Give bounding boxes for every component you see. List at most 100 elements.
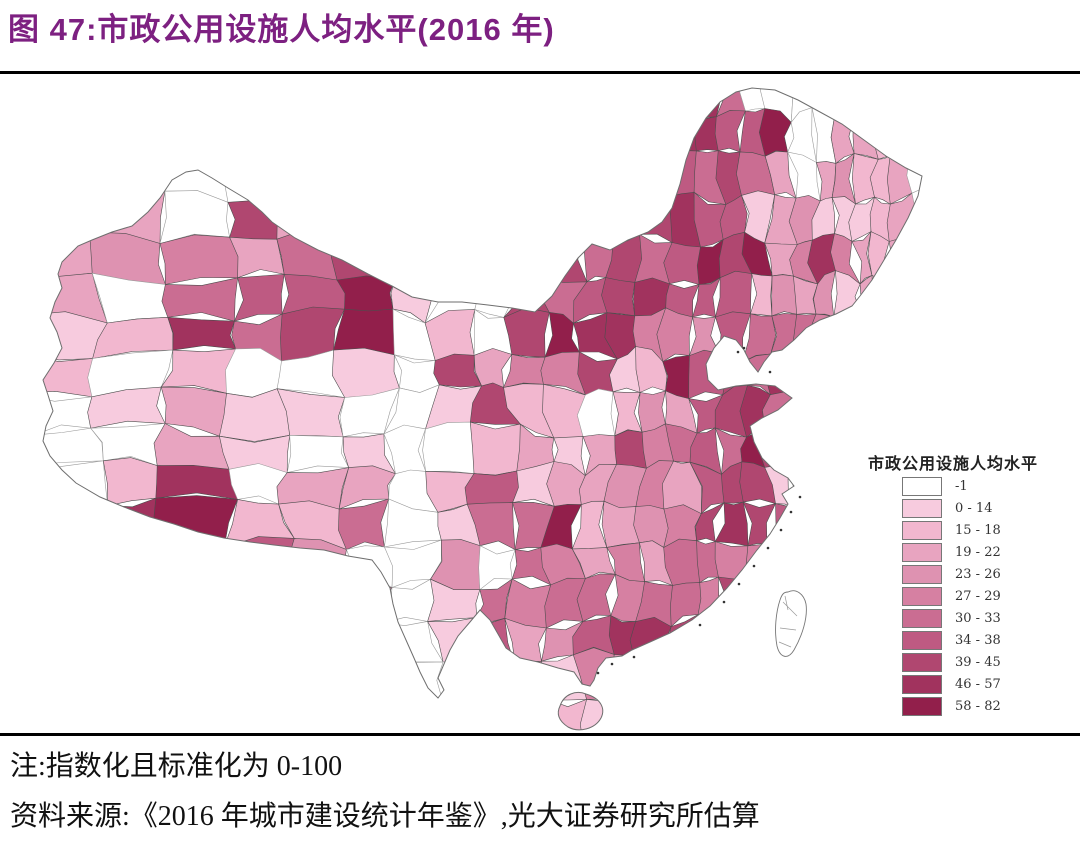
coastal-islets xyxy=(596,346,802,675)
prefecture-cell xyxy=(161,611,234,664)
prefecture-cell xyxy=(391,88,431,120)
prefecture-cell xyxy=(43,150,107,207)
legend-swatch xyxy=(902,564,942,584)
prefecture-cell xyxy=(834,387,859,431)
prefecture-cell xyxy=(87,611,174,667)
prefecture-cell xyxy=(740,651,780,697)
legend-swatch xyxy=(902,520,942,540)
prefecture-cell xyxy=(633,653,666,703)
prefecture-cell xyxy=(789,688,816,730)
prefecture-cell xyxy=(465,88,519,118)
prefecture-cell xyxy=(740,620,776,660)
prefecture-cell xyxy=(891,350,909,393)
prefecture-cell xyxy=(892,319,910,361)
bottom-divider xyxy=(0,733,1080,736)
prefecture-cell xyxy=(160,348,236,394)
prefecture-cell xyxy=(424,88,471,126)
prefecture-cell xyxy=(573,146,615,202)
legend-label: 19 - 22 xyxy=(955,544,1001,560)
legend-swatch xyxy=(902,630,942,650)
prefecture-cell xyxy=(830,309,860,363)
prefecture-cell xyxy=(771,650,790,697)
prefecture-cell xyxy=(220,584,293,621)
prefecture-cell xyxy=(164,108,232,160)
prefecture-cell xyxy=(852,88,879,121)
prefecture-cell xyxy=(331,618,393,664)
prefecture-cell xyxy=(749,273,773,317)
prefecture-cell xyxy=(43,615,101,667)
prefecture-cell xyxy=(606,687,648,730)
prefecture-cell xyxy=(102,88,167,114)
prefecture-cell xyxy=(830,351,859,400)
prefecture-cell xyxy=(215,536,295,587)
prefecture-cell xyxy=(788,545,817,584)
prefecture-cell xyxy=(157,690,232,730)
legend-row: 15 - 18 xyxy=(902,520,1060,540)
prefecture-cell xyxy=(102,102,168,155)
prefecture-cell xyxy=(610,654,647,694)
prefecture-cell xyxy=(161,277,238,322)
prefecture-cell xyxy=(904,353,922,389)
legend-row: 30 - 33 xyxy=(902,608,1060,628)
prefecture-cell xyxy=(612,151,640,204)
prefecture-cell xyxy=(43,201,92,238)
prefecture-cell xyxy=(908,106,922,165)
prefecture-cell xyxy=(478,148,515,198)
prefecture-cell xyxy=(43,537,112,588)
prefecture-cell xyxy=(514,660,550,701)
prefecture-cell xyxy=(787,430,817,473)
prefecture-cell xyxy=(43,505,109,543)
prefecture-cell xyxy=(604,88,649,119)
prefecture-cell xyxy=(573,88,613,119)
prefecture-cell xyxy=(835,88,857,120)
prefecture-cell xyxy=(888,88,910,121)
legend-row: 27 - 29 xyxy=(902,586,1060,606)
prefecture-cell xyxy=(233,273,285,322)
prefecture-cell xyxy=(229,236,285,279)
prefecture-cell xyxy=(424,112,484,160)
prefecture-cell xyxy=(810,347,836,390)
prefecture-cell xyxy=(159,234,241,285)
prefecture-cell xyxy=(688,316,720,357)
prefecture-cell xyxy=(644,687,672,730)
figure-source: 资料来源:《2016 年城市建设统计年鉴》,光大证券研究所估算 xyxy=(10,801,760,832)
prefecture-cell xyxy=(504,230,551,283)
prefecture-cell xyxy=(337,649,392,708)
prefecture-cell xyxy=(164,537,225,587)
prefecture-cell xyxy=(546,88,577,113)
prefecture-cell xyxy=(612,194,643,242)
prefecture-cell xyxy=(573,108,616,156)
prefecture-cell xyxy=(285,150,344,202)
prefecture-cell xyxy=(871,274,901,324)
taiwan-outline xyxy=(775,590,807,657)
prefecture-cell xyxy=(812,500,837,549)
prefecture-cell xyxy=(286,434,350,473)
legend-label: -1 xyxy=(955,478,968,494)
prefecture-cell xyxy=(907,88,922,115)
prefecture-cell xyxy=(715,692,751,730)
prefecture-cell xyxy=(477,191,517,239)
prefecture-cell xyxy=(282,653,347,705)
prefecture-cell xyxy=(331,576,393,624)
prefecture-cell xyxy=(629,616,672,662)
prefecture-cell xyxy=(851,383,879,433)
prefecture-cell xyxy=(889,106,910,158)
prefecture-cell xyxy=(891,274,914,324)
prefecture-cell xyxy=(230,650,291,702)
legend-label: 58 - 82 xyxy=(955,698,1001,714)
prefecture-cell xyxy=(789,383,819,434)
prefecture-cell xyxy=(507,151,547,205)
prefecture-cell xyxy=(662,105,700,156)
legend-label: 46 - 57 xyxy=(955,676,1001,692)
prefecture-cell xyxy=(874,383,903,436)
legend-row: 23 - 26 xyxy=(902,564,1060,584)
prefecture-cell xyxy=(285,116,349,159)
prefecture-cell xyxy=(830,110,855,164)
prefecture-cell xyxy=(631,104,666,156)
prefecture-cell xyxy=(86,662,174,704)
legend-label: 30 - 33 xyxy=(955,610,1001,626)
prefecture-cell xyxy=(659,690,700,730)
prefecture-cell xyxy=(790,347,815,399)
prefecture-cell xyxy=(286,576,351,624)
